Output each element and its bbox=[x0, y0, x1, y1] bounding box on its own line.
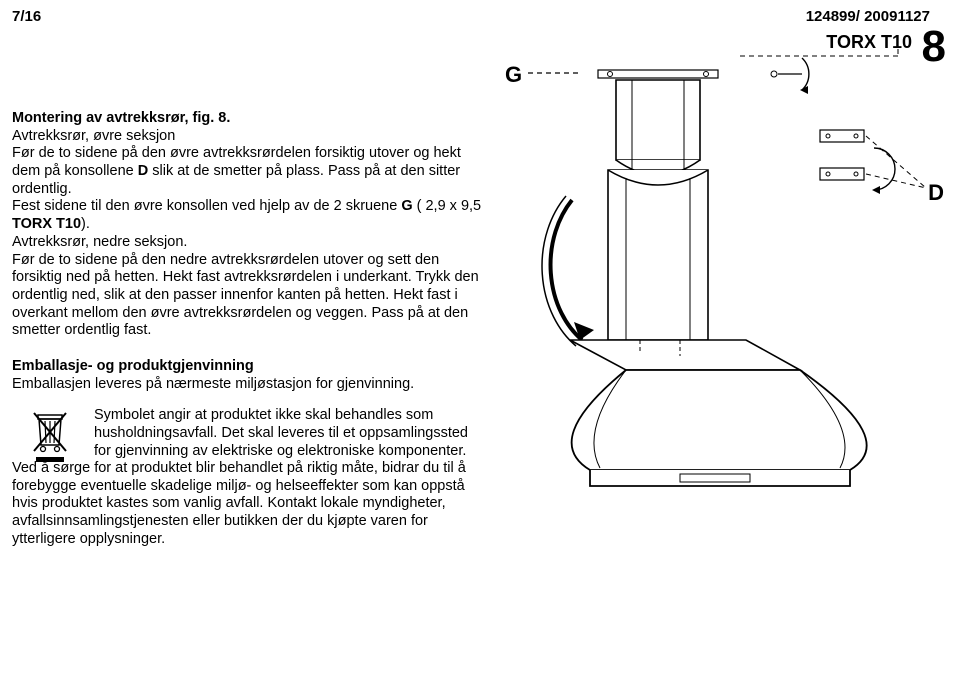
p1e: ( 2,9 x 9,5 bbox=[413, 198, 482, 214]
recycling-p3-lead bbox=[12, 460, 482, 478]
weee-icon bbox=[30, 409, 70, 463]
section-title: Montering av avtrekksrør, fig. 8. bbox=[12, 110, 230, 126]
instruction-text: Montering av avtrekksrør, fig. 8. Avtrek… bbox=[12, 110, 482, 549]
assembly-diagram bbox=[530, 40, 940, 510]
weee-block: Symbolet angir at produktet ikke skal be… bbox=[12, 407, 482, 478]
doc-id: 124899/ 20091127 bbox=[806, 8, 930, 25]
p1f: ). bbox=[81, 216, 90, 232]
p1d-bold: G bbox=[401, 198, 412, 214]
p1b-bold: D bbox=[138, 163, 148, 179]
recycling-p2: Symbolet angir at produktet ikke skal be… bbox=[12, 407, 482, 460]
p2b: Før de to sidene på den nedre avtrekksrø… bbox=[12, 252, 479, 339]
p2a: Avtrekksrør, nedre seksjon. bbox=[12, 234, 187, 250]
p1d: Fest sidene til den øvre konsollen ved h… bbox=[12, 198, 401, 214]
p1e-bold: TORX T10 bbox=[12, 216, 81, 232]
page-header: 7/16 124899/ 20091127 bbox=[0, 0, 960, 25]
page-number: 7/16 bbox=[12, 8, 41, 25]
recycling-p1: Emballasjen leveres på nærmeste miljøsta… bbox=[12, 376, 414, 392]
recycling-title: Emballasje- og produktgjenvinning bbox=[12, 358, 254, 374]
label-g: G bbox=[505, 62, 522, 88]
p1a: Avtrekksrør, øvre seksjon bbox=[12, 128, 175, 144]
